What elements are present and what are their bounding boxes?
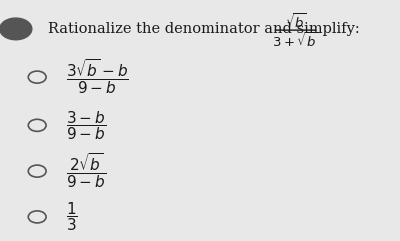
Circle shape <box>0 18 32 40</box>
Text: $\sqrt{b}$: $\sqrt{b}$ <box>285 12 306 31</box>
Text: $\dfrac{3-b}{9-b}$: $\dfrac{3-b}{9-b}$ <box>66 109 106 142</box>
Text: $3+\sqrt{b}$: $3+\sqrt{b}$ <box>272 32 319 50</box>
Text: $\dfrac{3\sqrt{b}-b}{9-b}$: $\dfrac{3\sqrt{b}-b}{9-b}$ <box>66 58 129 96</box>
Text: $\dfrac{2\sqrt{b}}{9-b}$: $\dfrac{2\sqrt{b}}{9-b}$ <box>66 152 106 190</box>
Text: Rationalize the denominator and simplify:: Rationalize the denominator and simplify… <box>48 22 360 36</box>
Text: $\dfrac{1}{3}$: $\dfrac{1}{3}$ <box>66 201 78 233</box>
